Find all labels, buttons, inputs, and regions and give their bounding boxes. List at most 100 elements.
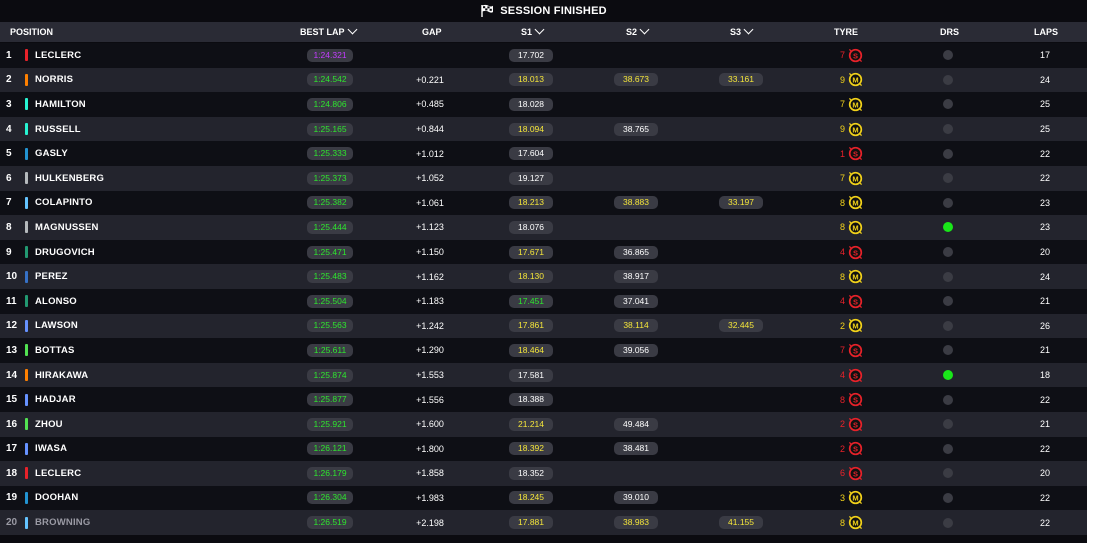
table-row[interactable]: 12 LAWSON 1:25.563 +1.242 17.861 38.114 32.445… — [0, 313, 1087, 339]
table-row[interactable]: 1 LECLERC 1:24.321 17.702 7 S 17 — [0, 43, 1087, 68]
svg-text:M: M — [852, 174, 858, 183]
drs-indicator — [943, 468, 953, 479]
s1-cell: 18.352 — [508, 461, 554, 486]
s3-cell: 33.197 — [718, 191, 764, 216]
gap-value: +1.858 — [416, 468, 444, 479]
table-row[interactable]: 20 BROWNING 1:26.519 +2.198 17.881 38.983 41.1… — [0, 510, 1087, 535]
position-number: 10 — [6, 271, 18, 283]
best-lap-time: 1:25.333 — [307, 147, 353, 161]
table-row[interactable]: 11 ALONSO 1:25.504 +1.183 17.451 37.041 4 S 21 — [0, 288, 1087, 314]
s2-cell: 37.041 — [613, 289, 659, 314]
best-lap-cell: 1:25.483 — [305, 264, 355, 289]
s1-time: 19.127 — [509, 171, 553, 185]
driver-name: MAGNUSSEN — [35, 221, 99, 233]
table-row[interactable]: 8 MAGNUSSEN 1:25.444 +1.123 18.076 8 M 23 — [0, 215, 1087, 240]
s2-cell: 38.883 — [613, 191, 659, 216]
best-lap-time: 1:25.444 — [307, 220, 353, 234]
drs-indicator — [943, 99, 953, 110]
laps-count: 22 — [1039, 443, 1050, 454]
gap-value: +1.983 — [416, 492, 444, 503]
header-laps: LAPS — [1034, 27, 1059, 37]
driver-name: BOTTAS — [35, 344, 75, 356]
table-row[interactable]: 6 HULKENBERG 1:25.373 +1.052 19.127 7 M 22 — [0, 165, 1087, 191]
position-number: 2 — [6, 74, 12, 86]
table-row[interactable]: 15 HADJAR 1:25.877 +1.556 18.388 8 S 22 — [0, 387, 1087, 412]
s1-time: 17.881 — [509, 516, 553, 530]
table-row[interactable]: 4 RUSSELL 1:25.165 +0.844 18.094 38.765 9 M 25 — [0, 116, 1087, 142]
tyre-age: 7 — [839, 50, 845, 61]
table-row[interactable]: 18 LECLERC 1:26.179 +1.858 18.352 6 S 20 — [0, 461, 1087, 486]
header-s1[interactable]: S1 — [521, 22, 545, 42]
s1-time: 18.028 — [509, 97, 553, 111]
table-row[interactable]: 9 DRUGOVICH 1:25.471 +1.150 17.671 36.865 4 S 20 — [0, 239, 1087, 265]
laps-count: 22 — [1039, 492, 1050, 503]
table-row[interactable]: 17 IWASA 1:26.121 +1.800 18.392 38.481 2 S 22 — [0, 436, 1087, 462]
table-row[interactable]: 14 HIRAKAWA 1:25.874 +1.553 17.581 4 S 18 — [0, 362, 1087, 388]
tyre-age: 8 — [839, 197, 845, 208]
s2-time: 38.481 — [614, 442, 658, 456]
table-row[interactable]: 3 HAMILTON 1:24.806 +0.485 18.028 7 M 25 — [0, 92, 1087, 117]
tyre-soft-icon: S — [848, 147, 863, 161]
s2-cell: 49.484 — [613, 412, 659, 437]
s2-cell: 38.917 — [613, 264, 659, 289]
best-lap-cell: 1:25.373 — [305, 166, 355, 191]
header-s2[interactable]: S2 — [626, 22, 650, 42]
s2-time: 38.917 — [614, 270, 658, 284]
laps-count: 22 — [1039, 394, 1050, 405]
page-edge — [1087, 0, 1095, 543]
gap-value: +1.183 — [416, 296, 444, 307]
s1-cell: 19.127 — [508, 166, 554, 191]
s1-cell: 18.130 — [508, 264, 554, 289]
s3-cell: 32.445 — [718, 314, 764, 339]
svg-text:M: M — [852, 100, 858, 109]
position-number: 7 — [6, 197, 12, 209]
driver-name: ZHOU — [35, 418, 63, 430]
driver-name: HAMILTON — [35, 98, 86, 110]
table-row[interactable]: 19 DOOHAN 1:26.304 +1.983 18.245 39.010 3 M 22 — [0, 485, 1087, 511]
table-row[interactable]: 10 PEREZ 1:25.483 +1.162 18.130 38.917 8 M 24 — [0, 264, 1087, 289]
s1-cell: 18.076 — [508, 215, 554, 240]
s1-time: 18.076 — [509, 220, 553, 234]
table-row[interactable]: 5 GASLY 1:25.333 +1.012 17.604 1 S 22 — [0, 141, 1087, 166]
tyre-age: 2 — [839, 443, 845, 454]
laps-count: 23 — [1039, 197, 1050, 208]
table-row[interactable]: 2 NORRIS 1:24.542 +0.221 18.013 38.673 33.161 9… — [0, 67, 1087, 93]
header-best-lap[interactable]: BEST LAP — [300, 22, 357, 42]
s2-cell: 38.673 — [613, 68, 659, 93]
table-row[interactable]: 16 ZHOU 1:25.921 +1.600 21.214 49.484 2 S 21 — [0, 411, 1087, 437]
s1-time: 18.013 — [509, 73, 553, 87]
laps-count: 21 — [1039, 419, 1050, 430]
s1-time: 18.388 — [509, 393, 553, 407]
tyre-soft-icon: S — [848, 466, 863, 481]
table-row[interactable]: 13 BOTTAS 1:25.611 +1.290 18.464 39.056 7 S 21 — [0, 338, 1087, 363]
gap-value: +1.012 — [416, 148, 444, 159]
tyre-age: 8 — [839, 394, 845, 405]
best-lap-time: 1:25.483 — [307, 270, 353, 284]
best-lap-time: 1:24.321 — [307, 48, 353, 62]
position-number: 1 — [6, 49, 12, 61]
best-lap-time: 1:26.519 — [307, 516, 353, 530]
position-number: 6 — [6, 172, 12, 184]
s2-time: 39.010 — [614, 491, 658, 505]
best-lap-cell: 1:26.304 — [305, 486, 355, 511]
s1-cell: 17.671 — [508, 240, 554, 265]
s1-time: 17.861 — [509, 319, 553, 333]
s2-time: 36.865 — [614, 245, 658, 259]
header-s3[interactable]: S3 — [730, 22, 754, 42]
s1-cell: 18.013 — [508, 68, 554, 93]
best-lap-cell: 1:25.382 — [305, 191, 355, 216]
position-number: 4 — [6, 123, 12, 135]
table-row[interactable]: 7 COLAPINTO 1:25.382 +1.061 18.213 38.883 33.1… — [0, 190, 1087, 216]
best-lap-time: 1:25.504 — [307, 294, 353, 308]
team-color-bar — [25, 141, 28, 166]
best-lap-time: 1:26.304 — [307, 491, 353, 505]
drs-indicator — [943, 124, 953, 135]
gap-value: +1.800 — [416, 443, 444, 454]
tyre-soft-icon: S — [848, 294, 863, 308]
tyre-age: 8 — [839, 271, 845, 282]
driver-name: NORRIS — [35, 74, 74, 86]
drs-cell — [941, 68, 955, 93]
